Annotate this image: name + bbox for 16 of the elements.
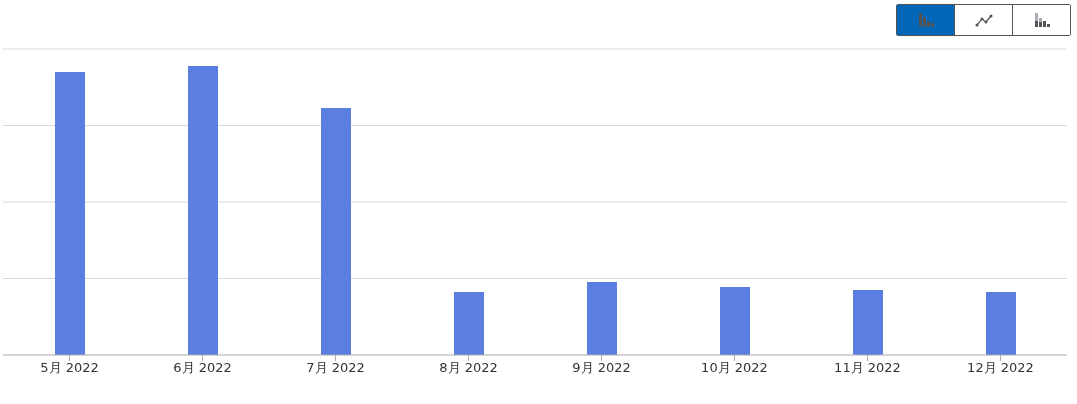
x-tick-label: 11月 2022 (834, 360, 901, 376)
x-tick-label: 9月 2022 (572, 360, 631, 376)
x-tick-label: 10月 2022 (701, 360, 768, 376)
x-tick-label: 12月 2022 (967, 360, 1034, 376)
bar (587, 281, 617, 355)
bar (853, 289, 883, 355)
bar (720, 287, 750, 355)
bar (188, 66, 218, 355)
bar (454, 292, 484, 355)
bar (986, 292, 1016, 355)
x-tick-label: 7月 2022 (306, 360, 365, 376)
x-tick-label: 6月 2022 (173, 360, 232, 376)
bar (321, 107, 351, 355)
x-tick-label: 8月 2022 (439, 360, 498, 376)
bar (55, 72, 85, 355)
x-tick-label: 5月 2022 (40, 360, 99, 376)
